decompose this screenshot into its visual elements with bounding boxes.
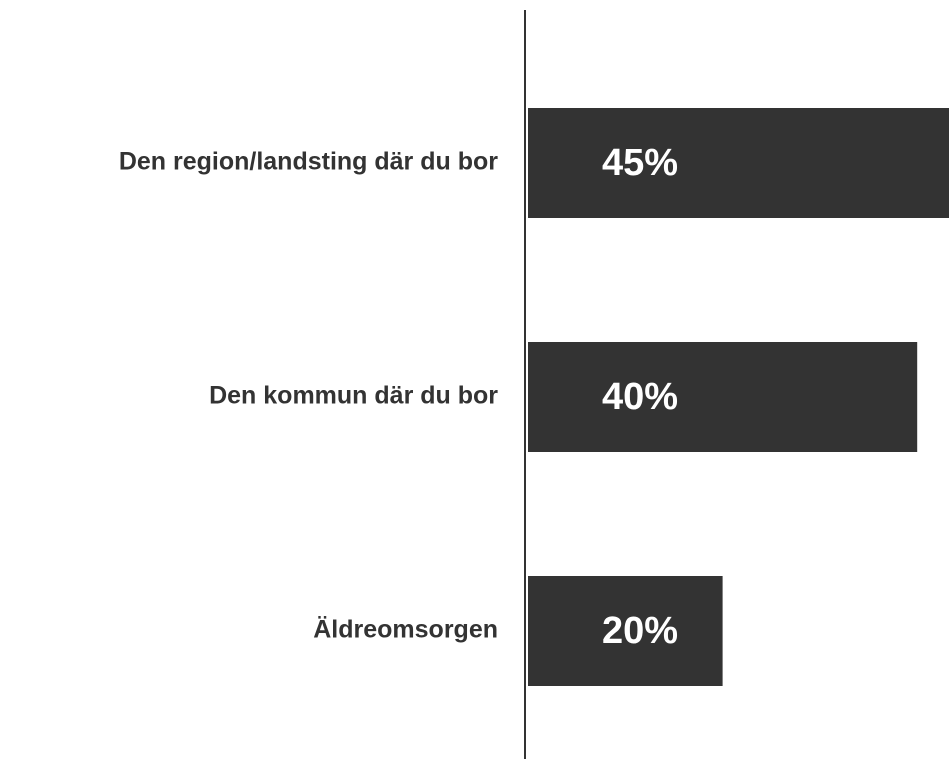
value-label: 40% [602,376,678,418]
bar [528,108,949,218]
category-label: Den region/landsting där du bor [119,148,498,176]
category-label: Den kommun där du bor [209,382,498,410]
value-label: 45% [602,142,678,184]
category-label: Äldreomsorgen [313,616,498,644]
value-label: 20% [602,610,678,652]
bar [528,576,723,686]
bar [528,342,918,452]
